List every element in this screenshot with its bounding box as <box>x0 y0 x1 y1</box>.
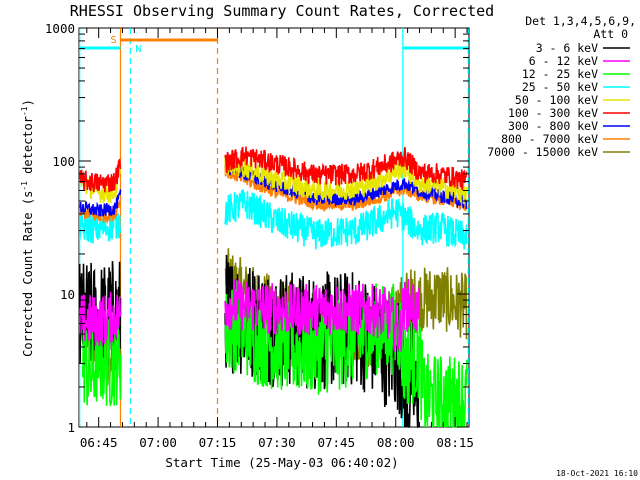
y-tick-label: 100 <box>52 154 75 169</box>
y-axis: 1 10 100 1000 <box>45 21 469 435</box>
x-axis-label: Start Time (25-May-03 06:40:02) <box>165 455 398 470</box>
y-axis-label: Corrected Count Rate (s-1 detector-1) <box>20 99 35 357</box>
legend-entry-label: 3 - 6 keV <box>536 41 598 55</box>
plot-frame <box>78 27 470 428</box>
x-tick-label: 07:00 <box>139 435 177 450</box>
series-line <box>78 146 468 193</box>
y-tick-label: 10 <box>60 287 75 302</box>
chart-title: RHESSI Observing Summary Count Rates, Co… <box>70 2 494 20</box>
y-tick-label: 1 <box>67 420 75 435</box>
legend-entry-label: 25 - 50 keV <box>522 80 598 94</box>
series-line <box>78 189 468 250</box>
x-tick-label: 08:00 <box>377 435 415 450</box>
plot-area: SN <box>78 27 470 428</box>
x-tick-label: 06:45 <box>80 435 118 450</box>
x-axis: 06:45 07:00 07:15 07:30 07:45 08:00 08:15 <box>80 28 474 450</box>
legend-entry-label: 300 - 800 keV <box>508 119 598 133</box>
footer-date: 18-Oct-2021 16:10 <box>556 469 638 478</box>
x-tick-label: 08:15 <box>436 435 474 450</box>
legend-entry-label: 6 - 12 keV <box>529 54 598 68</box>
series-line <box>78 278 420 352</box>
state-bar-label: N <box>135 44 141 55</box>
y-tick-label: 1000 <box>45 21 75 36</box>
state-bar-label: S <box>110 35 116 46</box>
legend-title-attenuator: Att 0 <box>593 27 628 41</box>
state-bars: SN <box>79 35 469 55</box>
legend-entry-label: 100 - 300 keV <box>508 106 598 120</box>
legend-entry-label: 800 - 7000 keV <box>501 132 598 146</box>
legend-entry-label: 12 - 25 keV <box>522 67 598 81</box>
legend-entry-label: 50 - 100 keV <box>515 93 598 107</box>
x-tick-label: 07:45 <box>317 435 355 450</box>
legend-title-detectors: Det 1,3,4,5,6,9, <box>525 14 636 28</box>
x-tick-label: 07:30 <box>258 435 296 450</box>
series-layer <box>78 146 468 428</box>
legend-entry-label: 7000 - 15000 keV <box>487 145 598 159</box>
x-tick-label: 07:15 <box>199 435 237 450</box>
